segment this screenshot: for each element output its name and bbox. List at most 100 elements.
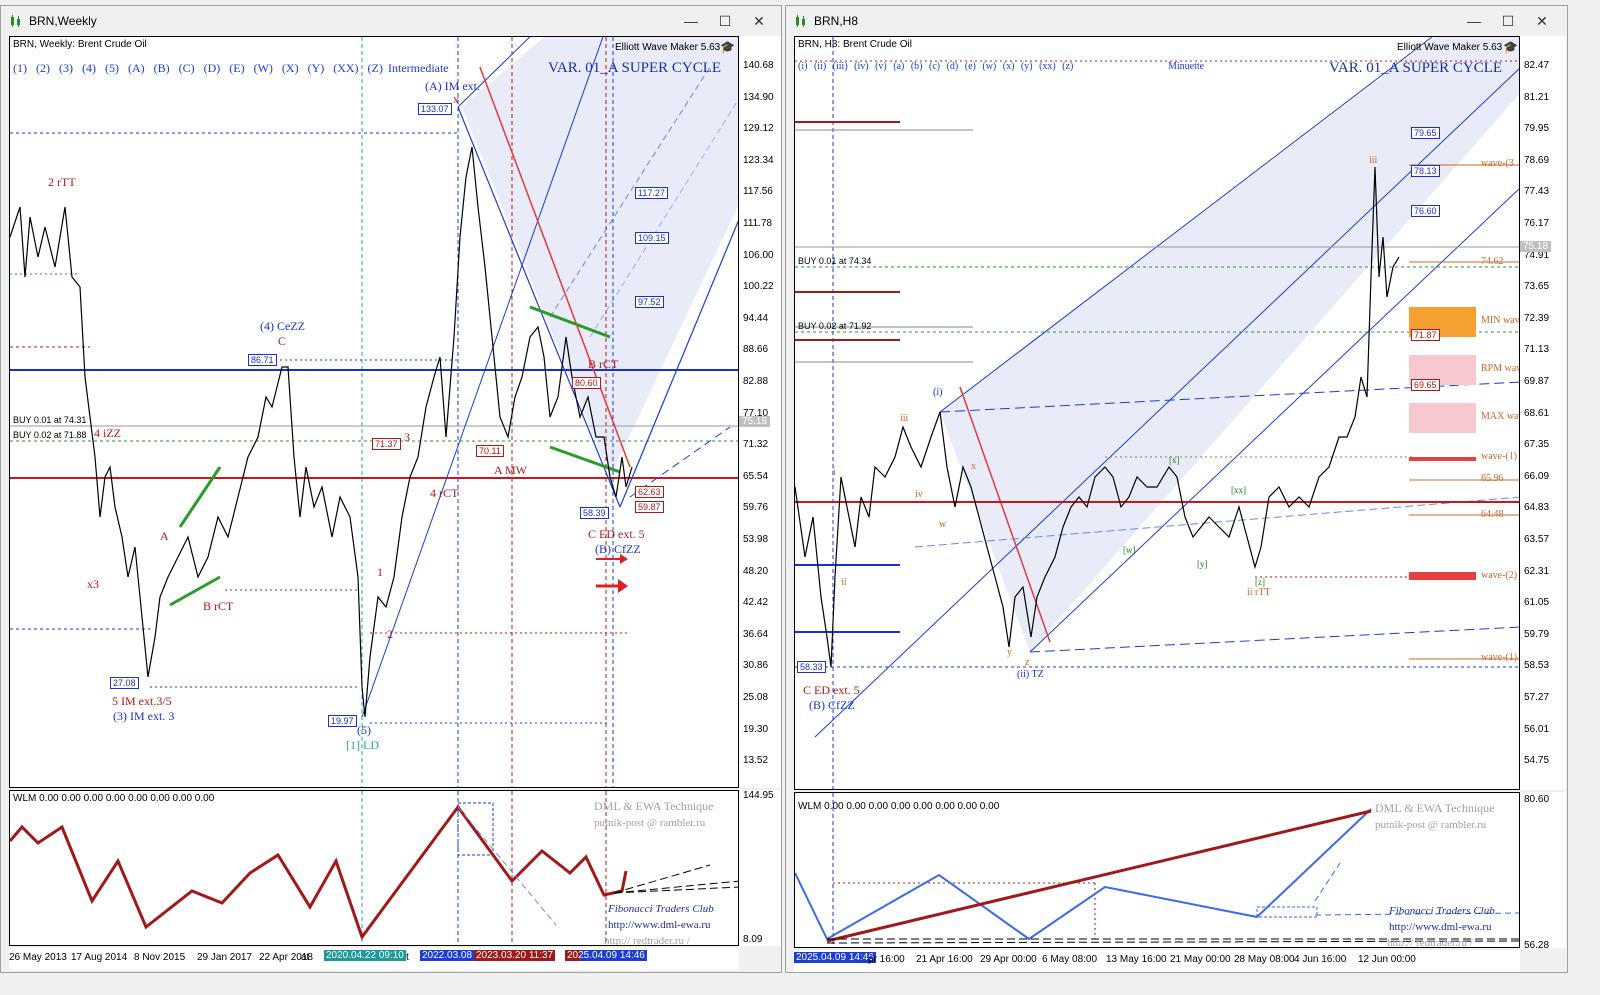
price-tick: 71.32 bbox=[743, 439, 769, 451]
candlestick-chart-icon bbox=[796, 15, 805, 27]
zone-rpm: RPM wav bbox=[1481, 363, 1520, 374]
left-chart-drawing bbox=[10, 37, 738, 787]
wave-ii-rtt: ii rTT bbox=[1247, 587, 1271, 598]
right-price-chart[interactable]: BRN, H8: Brent Crude Oil Elliott Wave Ma… bbox=[794, 36, 1520, 790]
wave-c: C bbox=[278, 334, 287, 348]
right-time-label: 21 May 00:00 bbox=[1170, 954, 1231, 965]
wave-y-bracket: [y] bbox=[1197, 559, 1208, 569]
wave-w-bracket: [w] bbox=[1123, 545, 1136, 555]
wave-w: w bbox=[939, 519, 947, 530]
zone-min: MIN wav bbox=[1481, 315, 1520, 326]
level-69: 69.65 bbox=[1411, 379, 1440, 391]
level-74: 74.62 bbox=[1481, 256, 1504, 267]
wave-i: (i) bbox=[933, 387, 943, 398]
maximize-button[interactable]: ☐ bbox=[1501, 13, 1515, 29]
left-wave-degree-bar[interactable]: (1) (2) (3) (4) (5) (A) (B) (C) (D) (E) … bbox=[13, 61, 383, 75]
wave-xx-bracket: [xx] bbox=[1231, 485, 1246, 495]
price-tick: 73.65 bbox=[1524, 281, 1550, 293]
price-tick: 123.34 bbox=[743, 154, 774, 166]
price-tick: 71.13 bbox=[1524, 344, 1550, 356]
price-tick: 117.56 bbox=[743, 186, 773, 198]
level-76: 76.60 bbox=[1411, 205, 1440, 217]
maximize-button[interactable]: ☐ bbox=[718, 13, 732, 29]
wave-ii-tz: (ii) TZ bbox=[1017, 669, 1044, 680]
left-chart-window[interactable]: BRN,Weekly — ☐ ✕ bbox=[0, 5, 782, 973]
left-time-axis: 26 May 2013 17 Aug 2014 8 Nov 2015 29 Ja… bbox=[9, 948, 739, 970]
right-indicator-pane[interactable]: WLM 0.00 0.00 0.00 0.00 0.00 0.00 0.00 0… bbox=[794, 792, 1520, 948]
right-wave-degree-bar[interactable]: (i) (ii) (iii) (iv) (v) (a) (b) (c) (d) … bbox=[798, 61, 1074, 72]
left-ind-bottom: 8.09 bbox=[743, 934, 763, 945]
price-tick: 54.75 bbox=[1524, 755, 1550, 767]
price-tick: 140.68 bbox=[743, 60, 774, 71]
right-time-label: 6 May 08:00 bbox=[1042, 954, 1098, 965]
level-58: 58.39 bbox=[580, 507, 609, 519]
right-credit-redtrader[interactable]: http:// redtrader.ru / bbox=[1387, 937, 1473, 948]
left-indicator-scale: 144.95 8.09 bbox=[739, 790, 781, 946]
zone-wave1: wave-(1) bbox=[1481, 451, 1518, 462]
price-tick: 65.54 bbox=[743, 470, 769, 482]
price-tick: 69.87 bbox=[1524, 376, 1550, 387]
level-64: 64.48 bbox=[1481, 509, 1504, 520]
wave-1: 1 bbox=[377, 565, 383, 579]
minimize-button[interactable]: — bbox=[1467, 13, 1481, 29]
minimize-button[interactable]: — bbox=[684, 13, 698, 29]
left-current-price-tag: 75.18 bbox=[739, 416, 771, 427]
close-button[interactable]: ✕ bbox=[753, 13, 765, 29]
level-19: 19.97 bbox=[328, 715, 357, 727]
price-tick: 42.42 bbox=[743, 597, 769, 609]
left-symbol-header: BRN, Weekly: Brent Crude Oil bbox=[13, 39, 147, 50]
wave-4-cezz: (4) CeZZ bbox=[260, 319, 305, 333]
level-62: 62.63 bbox=[635, 486, 664, 498]
left-price-chart[interactable]: BRN, Weekly: Brent Crude Oil Elliott Wav… bbox=[9, 36, 739, 788]
level-59: 59.87 bbox=[635, 501, 664, 513]
left-price-scale[interactable]: 140.68 134.90 129.12 123.34 117.56 111.78 106.… bbox=[739, 36, 781, 788]
price-tick: 57.27 bbox=[1524, 692, 1550, 703]
level-27: 27.08 bbox=[110, 677, 139, 689]
left-ewm-label: Elliott Wave Maker 5.63 bbox=[615, 42, 721, 53]
right-chart-window[interactable]: BRN,H8 — ☐ ✕ bbox=[785, 5, 1568, 973]
right-window-titlebar[interactable]: BRN,H8 — ☐ ✕ bbox=[786, 6, 1567, 36]
close-button[interactable]: ✕ bbox=[1536, 13, 1548, 29]
left-time-tag-teal: 2020.04.22 09:10 bbox=[324, 950, 406, 961]
price-tick: 58.53 bbox=[1524, 660, 1550, 672]
price-tick: 59.76 bbox=[743, 502, 769, 514]
right-credit-ftc: Fibonacci Traders Club bbox=[1389, 905, 1495, 917]
graduation-cap-icon: 🎓 bbox=[1503, 40, 1518, 54]
price-tick: 88.66 bbox=[743, 344, 769, 356]
graduation-cap-icon: 🎓 bbox=[720, 40, 735, 54]
wave-x3: x3 bbox=[87, 577, 99, 591]
level-71: 71.37 bbox=[372, 438, 401, 450]
left-credit-putnik: putnik-post @ rambler.ru bbox=[594, 817, 706, 829]
wave-4-izz: 4 iZZ bbox=[94, 426, 121, 440]
right-indicator-header: WLM 0.00 0.00 0.00 0.00 0.00 0.00 0.00 0… bbox=[798, 801, 1000, 812]
arrow-right-icon bbox=[596, 554, 628, 564]
price-tick: 62.31 bbox=[1524, 565, 1550, 577]
wave-3-im: (3) IM ext. 3 bbox=[113, 709, 175, 723]
wave-a: A bbox=[160, 529, 169, 543]
left-window-titlebar[interactable]: BRN,Weekly — ☐ ✕ bbox=[1, 6, 781, 36]
right-credit-putnik: putnik-post @ rambler.ru bbox=[1375, 819, 1487, 831]
right-credit-dml: DML & EWA Technique bbox=[1375, 801, 1495, 815]
right-symbol-header: BRN, H8: Brent Crude Oil bbox=[798, 39, 912, 50]
right-price-scale[interactable]: 82.47 81.21 79.95 78.69 77.43 76.17 74.91 73.65… bbox=[1520, 36, 1566, 790]
left-credit-redtrader[interactable]: http:// redtrader.ru / bbox=[604, 935, 690, 946]
left-time-tag-red: 2023.03.20 11:37 bbox=[474, 950, 556, 961]
price-tick: 56.01 bbox=[1524, 723, 1550, 735]
wave-z: z bbox=[1025, 657, 1030, 668]
left-indicator-pane[interactable]: WLM 0.00 0.00 0.00 0.00 0.00 0.00 0.00 0… bbox=[9, 790, 739, 946]
wave-a-im: (A) IM ext. bbox=[425, 79, 480, 93]
level-78: 78.13 bbox=[1411, 165, 1440, 177]
price-tick: 100.22 bbox=[743, 281, 774, 293]
right-chart-drawing bbox=[795, 37, 1519, 789]
wave-i-small: i bbox=[833, 467, 836, 478]
zone-wave1b: wave-(1) bbox=[1481, 652, 1518, 663]
level-71: 71.87 bbox=[1411, 329, 1440, 341]
price-tick: 64.83 bbox=[1524, 502, 1550, 514]
right-credit-dmlurl[interactable]: http://www.dml-ewa.ru bbox=[1389, 921, 1492, 933]
right-time-label: 12 Jun 00:00 bbox=[1358, 954, 1416, 965]
wave-b-rct: B rCT bbox=[203, 599, 234, 613]
level-70: 70.11 bbox=[476, 445, 504, 457]
level-133: 133.07 bbox=[418, 103, 452, 115]
wave-5-im: 5 IM ext.3/5 bbox=[112, 694, 172, 708]
left-credit-dmlurl[interactable]: http://www.dml-ewa.ru bbox=[608, 919, 711, 931]
